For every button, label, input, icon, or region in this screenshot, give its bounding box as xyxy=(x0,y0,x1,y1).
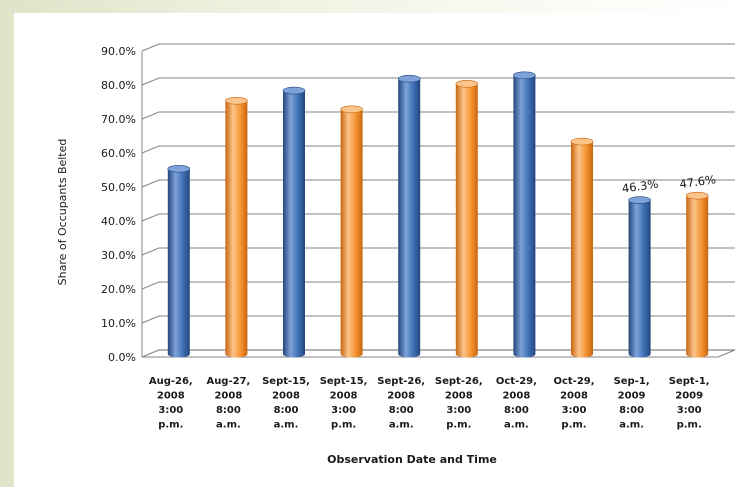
data-label: 46.3% xyxy=(621,177,659,196)
y-tick-label: 10.0% xyxy=(101,317,136,330)
bar xyxy=(340,105,363,358)
gridline xyxy=(141,349,735,358)
bar xyxy=(685,191,709,358)
bar xyxy=(513,71,536,358)
y-tick-label: 80.0% xyxy=(101,79,136,92)
x-tick-label: Sep-1, 2009 8:00 a.m. xyxy=(614,376,650,431)
y-tick-label: 20.0% xyxy=(101,283,136,296)
y-tick-label: 70.0% xyxy=(101,113,136,126)
bar xyxy=(167,165,191,358)
bar xyxy=(455,80,479,358)
x-tick-label: Oct-29, 2008 3:00 p.m. xyxy=(553,376,594,431)
bar xyxy=(397,74,421,358)
x-tick-label: Sept-26, 2008 3:00 p.m. xyxy=(435,376,483,431)
gridline xyxy=(141,213,735,222)
bar xyxy=(628,196,651,358)
y-tick-label: 90.0% xyxy=(101,45,136,58)
gridline xyxy=(141,247,735,256)
x-tick-label: Aug-26, 2008 3:00 p.m. xyxy=(149,376,193,431)
y-axis-ticks: 0.0% 10.0% 20.0% 30.0% 40.0% 50.0% 60.0% 70.0% 8… xyxy=(101,45,136,364)
y-tick-label: 30.0% xyxy=(101,249,136,262)
bar xyxy=(225,97,248,358)
data-label: 47.6% xyxy=(679,172,717,191)
y-tick-label: 40.0% xyxy=(101,215,136,228)
x-axis-label: Observation Date and Time xyxy=(327,453,497,466)
gridline xyxy=(141,77,735,86)
gridline xyxy=(141,315,735,324)
bar xyxy=(570,137,594,358)
bar xyxy=(282,86,306,358)
y-axis-label: Share of Occupants Belted xyxy=(56,139,69,286)
chart-area xyxy=(14,13,749,487)
bars: 46.3% 47.6% xyxy=(167,71,717,358)
gridline xyxy=(141,43,735,52)
y-tick-label: 60.0% xyxy=(101,147,136,160)
gridline xyxy=(141,111,735,120)
y-tick-label: 0.0% xyxy=(108,351,136,364)
x-tick-label: Sept-26, 2008 8:00 a.m. xyxy=(377,376,425,431)
gridlines xyxy=(141,43,736,358)
y-tick-label: 50.0% xyxy=(101,181,136,194)
gridline xyxy=(141,145,735,154)
x-tick-label: Sept-15, 2008 8:00 a.m. xyxy=(262,376,310,431)
x-tick-label: Sept-15, 2008 3:00 p.m. xyxy=(320,376,368,431)
gridline xyxy=(141,179,735,188)
x-axis-ticks: Aug-26, 2008 3:00 p.m. Aug-27, 2008 8:00 a.m. Se… xyxy=(149,376,710,431)
x-tick-label: Oct-29, 2008 8:00 a.m. xyxy=(496,376,537,431)
gridline xyxy=(141,281,735,290)
x-tick-label: Sept-1, 2009 3:00 p.m. xyxy=(669,376,710,431)
floor-edge xyxy=(717,349,736,358)
x-tick-label: Aug-27, 2008 8:00 a.m. xyxy=(206,376,250,431)
